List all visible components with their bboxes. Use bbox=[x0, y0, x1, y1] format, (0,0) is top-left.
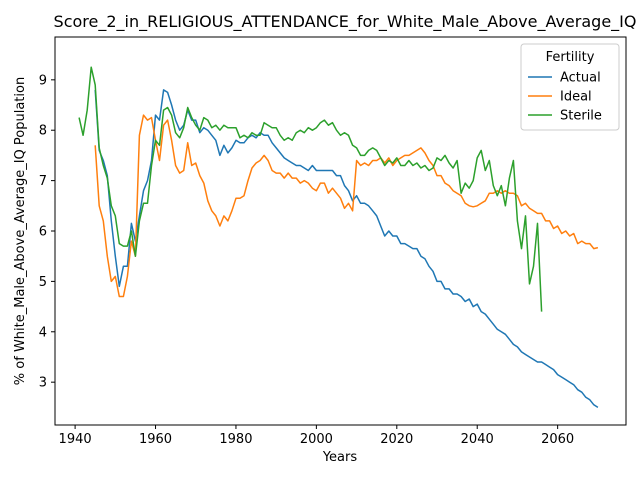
x-tick-label: 1960 bbox=[139, 432, 172, 447]
series-line-sterile bbox=[78, 66, 543, 312]
y-tick-label: 3 bbox=[39, 376, 47, 391]
y-tick-label: 9 bbox=[39, 73, 47, 88]
legend-title: Fertility bbox=[546, 50, 595, 65]
legend-items: Actual Ideal Sterile bbox=[528, 71, 602, 124]
y-tick-label: 6 bbox=[39, 225, 47, 240]
legend-label-ideal: Ideal bbox=[560, 90, 592, 105]
series-lines bbox=[78, 66, 599, 409]
x-tick-label: 2060 bbox=[541, 432, 574, 447]
y-tick-label: 4 bbox=[39, 325, 47, 340]
x-tick-label: 2040 bbox=[461, 432, 494, 447]
plot-frame bbox=[54, 36, 627, 426]
y-tick-label: 7 bbox=[39, 174, 47, 189]
x-axis: 1940 1960 1980 2000 2020 2040 2060 bbox=[59, 425, 574, 447]
x-tick-label: 1980 bbox=[219, 432, 252, 447]
chart-title: Score_2_in_RELIGIOUS_ATTENDANCE_for_Whit… bbox=[54, 12, 637, 32]
y-tick-label: 5 bbox=[39, 275, 47, 290]
y-tick-label: 8 bbox=[39, 124, 47, 139]
y-axis: 3 4 5 6 7 8 9 bbox=[39, 73, 55, 391]
plot-area: 1940 1960 1980 2000 2020 2040 2060 3 4 5 6 7 8 9 bbox=[39, 36, 627, 447]
x-tick-label: 2020 bbox=[380, 432, 413, 447]
legend: Fertility Actual Ideal Sterile bbox=[520, 43, 620, 131]
x-axis-label: Years bbox=[322, 450, 358, 465]
series-line-actual bbox=[94, 89, 599, 409]
legend-box bbox=[520, 43, 620, 131]
legend-label-actual: Actual bbox=[560, 71, 601, 86]
x-tick-label: 1940 bbox=[59, 432, 92, 447]
x-tick-label: 2000 bbox=[300, 432, 333, 447]
series-line-ideal bbox=[94, 114, 599, 298]
y-axis-label: % of White_Male_Above_Average_IQ Populat… bbox=[13, 77, 28, 385]
legend-label-sterile: Sterile bbox=[560, 109, 602, 124]
